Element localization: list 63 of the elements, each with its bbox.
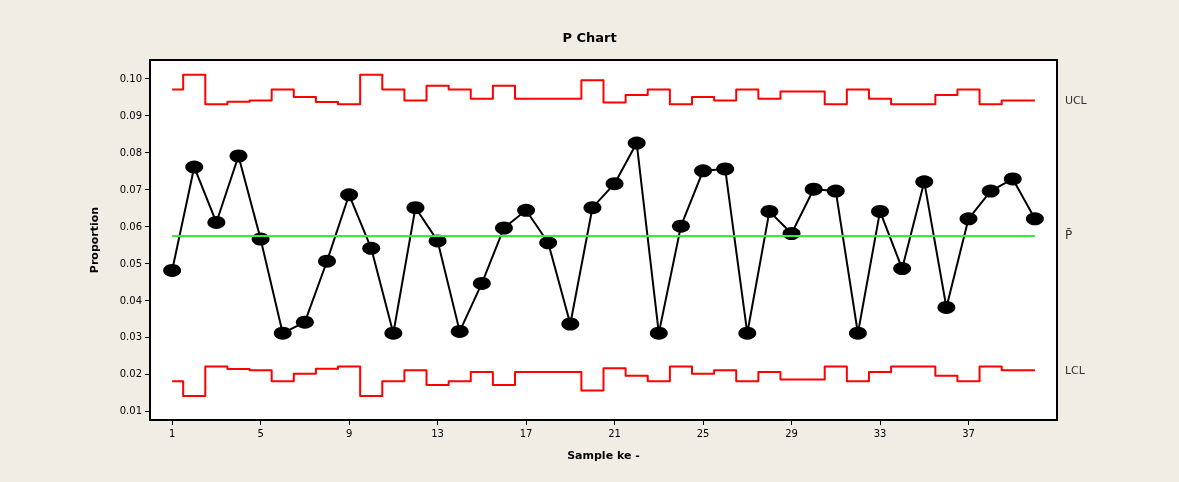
point	[981, 184, 1000, 198]
point	[959, 212, 978, 226]
y-tick-label: 0.04	[119, 294, 142, 306]
point	[450, 324, 469, 338]
point	[848, 326, 867, 340]
point	[694, 164, 713, 178]
point	[472, 276, 491, 290]
y-tick-label: 0.07	[119, 183, 142, 195]
x-tick-label: 29	[785, 427, 798, 439]
x-tick-label: 17	[519, 427, 533, 439]
y-tick-label: 0.08	[119, 146, 142, 158]
point	[1025, 212, 1044, 226]
point	[295, 315, 314, 329]
x-tick-label: 1	[168, 427, 176, 439]
point	[649, 326, 668, 340]
y-tick-label: 0.05	[119, 257, 142, 269]
point	[671, 219, 690, 233]
point	[871, 204, 890, 218]
point	[627, 136, 646, 150]
x-tick-label: 33	[873, 427, 887, 439]
point	[605, 177, 624, 191]
point	[273, 326, 292, 340]
x-axis-title: Sample ke -	[567, 449, 640, 462]
point	[163, 263, 182, 277]
x-tick-label: 37	[962, 427, 975, 439]
y-tick-label: 0.09	[119, 109, 142, 121]
point	[893, 262, 912, 276]
point	[185, 160, 204, 174]
point	[738, 326, 757, 340]
x-tick-label: 25	[696, 427, 710, 439]
x-tick-label: 21	[608, 427, 621, 439]
point	[384, 326, 403, 340]
point	[207, 215, 226, 229]
y-tick-label: 0.06	[119, 220, 142, 232]
point	[340, 188, 359, 202]
point	[826, 184, 845, 198]
point	[561, 317, 580, 331]
chart-title: P Chart	[562, 30, 617, 45]
point	[406, 201, 425, 215]
point	[583, 201, 602, 215]
point	[229, 149, 248, 163]
point	[494, 221, 513, 235]
x-tick-label: 9	[345, 427, 353, 439]
point	[362, 241, 381, 255]
text: UCL	[1064, 94, 1088, 108]
x-tick-label: 13	[431, 427, 444, 439]
point	[915, 175, 934, 189]
x-tick-label: 5	[257, 427, 264, 439]
point	[1003, 172, 1022, 186]
point	[317, 254, 336, 268]
text: LCL	[1064, 363, 1086, 377]
y-axis-title: Proportion	[88, 206, 101, 274]
point	[716, 162, 735, 176]
point	[804, 182, 823, 196]
y-tick-label: 0.03	[119, 331, 142, 343]
y-tick-label: 0.10	[119, 72, 142, 84]
ref-line-label: P̄	[1064, 228, 1073, 243]
y-tick-label: 0.02	[119, 368, 142, 380]
point	[539, 236, 558, 250]
y-tick-label: 0.01	[119, 405, 142, 417]
point	[760, 204, 779, 218]
point	[517, 203, 536, 217]
point	[937, 300, 956, 314]
